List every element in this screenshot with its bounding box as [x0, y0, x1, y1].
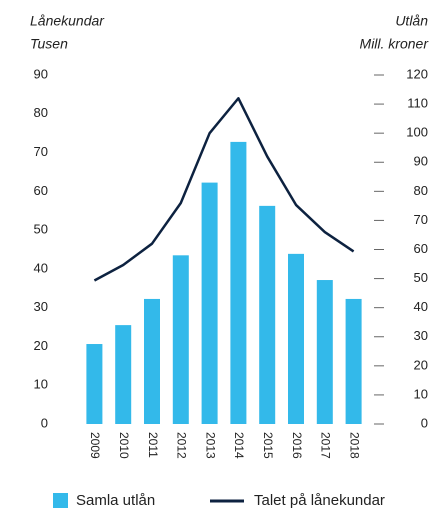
y-tick-label: 80: [34, 105, 48, 120]
line: [93, 97, 355, 282]
y2-tick-label: 60: [414, 241, 428, 256]
bar: [201, 182, 218, 424]
y2-axis-title: Utlån: [395, 13, 428, 29]
x-tick-label: 2017: [319, 432, 333, 459]
legend-label: Samla utlån: [76, 492, 155, 509]
y2-tick-label: 50: [414, 270, 428, 285]
y-tick-label: 10: [34, 377, 48, 392]
legend-label: Talet på lånekundar: [254, 492, 385, 509]
y2-tick-label: 30: [414, 328, 428, 343]
y-tick-label: 20: [34, 338, 48, 353]
y-tick-label: 60: [34, 183, 48, 198]
y-tick-label: 70: [34, 144, 48, 159]
bar: [316, 280, 333, 424]
y2-tick-label: 90: [414, 154, 428, 169]
x-tick-label: 2009: [88, 432, 102, 459]
y-axis-unit: Tusen: [30, 36, 68, 52]
bar: [144, 298, 160, 424]
bar: [115, 325, 132, 424]
x-tick-label: 2011: [146, 432, 160, 458]
legend-swatch: [53, 493, 68, 508]
y2-tick-label: 110: [407, 96, 428, 111]
x-tick-label: 2014: [232, 432, 246, 459]
x-tick-label: 2012: [175, 432, 189, 459]
bar: [259, 205, 276, 424]
x-tick-label: 2015: [261, 432, 275, 459]
y2-axis-unit: Mill. kroner: [360, 36, 430, 52]
x-tick-label: 2018: [347, 432, 361, 459]
x-tick-label: 2016: [290, 432, 304, 459]
bar: [345, 298, 362, 424]
y2-tick-label: 100: [406, 125, 428, 140]
y-tick-label: 30: [34, 299, 48, 314]
y2-tick-label: 0: [421, 415, 428, 430]
y2-tick-label: 80: [414, 183, 428, 198]
y-tick-label: 90: [34, 66, 48, 81]
bar: [288, 253, 304, 424]
y-tick-label: 50: [34, 222, 48, 237]
y2-tick-label: 70: [414, 212, 428, 227]
bar: [230, 141, 247, 424]
x-tick-label: 2010: [117, 432, 131, 459]
y2-tick-label: 10: [414, 386, 428, 401]
bar: [86, 344, 103, 424]
y-tick-label: 40: [34, 260, 48, 275]
y2-tick-label: 20: [414, 357, 428, 372]
y2-tick-label: 40: [414, 299, 428, 314]
y-tick-label: 0: [41, 415, 48, 430]
y2-tick-label: 120: [406, 66, 428, 81]
y-axis-title: Lånekundar: [30, 13, 105, 29]
x-tick-label: 2013: [203, 432, 217, 459]
bar: [172, 255, 189, 424]
